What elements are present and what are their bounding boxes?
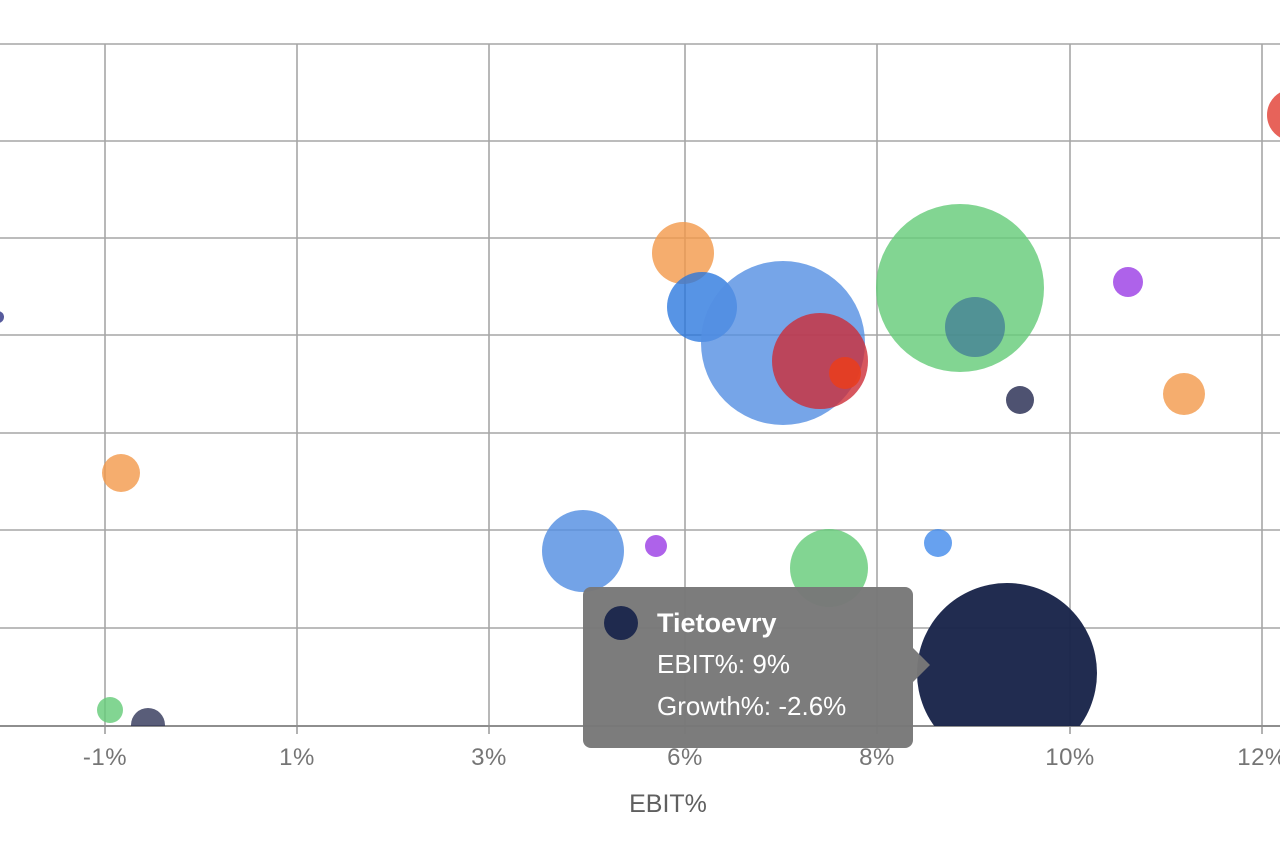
- bubble-red-small[interactable]: [829, 357, 861, 389]
- bubble-blue-large[interactable]: [542, 510, 624, 592]
- bubble-purple[interactable]: [645, 535, 667, 557]
- bubble-steel-teal[interactable]: [945, 297, 1005, 357]
- tooltip-series-name: Tietoevry: [657, 608, 777, 638]
- series-dot-icon: [604, 606, 638, 640]
- bubble-dark-slate[interactable]: [1006, 386, 1034, 414]
- bubble-orange[interactable]: [102, 454, 140, 492]
- x-tick-label: 1%: [279, 744, 315, 771]
- bubble-slate[interactable]: [131, 708, 165, 742]
- x-tick-label: -1%: [82, 744, 128, 771]
- tooltip-header: Tietoevry: [604, 603, 889, 643]
- x-axis-title: EBIT%: [629, 790, 707, 818]
- x-tick-label: 6%: [667, 744, 703, 771]
- x-tick-label: 3%: [471, 744, 507, 771]
- chart-tooltip: Tietoevry EBIT%: 9% Growth%: -2.6%: [583, 587, 930, 748]
- x-tick-label: 10%: [1045, 744, 1095, 771]
- bubble-green-small[interactable]: [97, 697, 123, 723]
- bubble-purple[interactable]: [1113, 267, 1143, 297]
- tooltip-ebit-value: EBIT%: 9%: [657, 649, 790, 679]
- bubble-indigo[interactable]: [0, 311, 4, 323]
- tooltip-growth-value: Growth%: -2.6%: [657, 691, 847, 721]
- bubble-orange[interactable]: [652, 222, 714, 284]
- bubble-orange[interactable]: [1163, 373, 1205, 415]
- bubble-layer: [0, 89, 1280, 763]
- bubble-coral-red[interactable]: [1267, 89, 1280, 141]
- x-tick-label: 8%: [859, 744, 895, 771]
- x-tick-label: 12%: [1237, 744, 1280, 771]
- tooltip-pointer-icon: [913, 648, 930, 682]
- bubble-blue-small[interactable]: [924, 529, 952, 557]
- bubble-tietoevry[interactable]: [917, 583, 1097, 763]
